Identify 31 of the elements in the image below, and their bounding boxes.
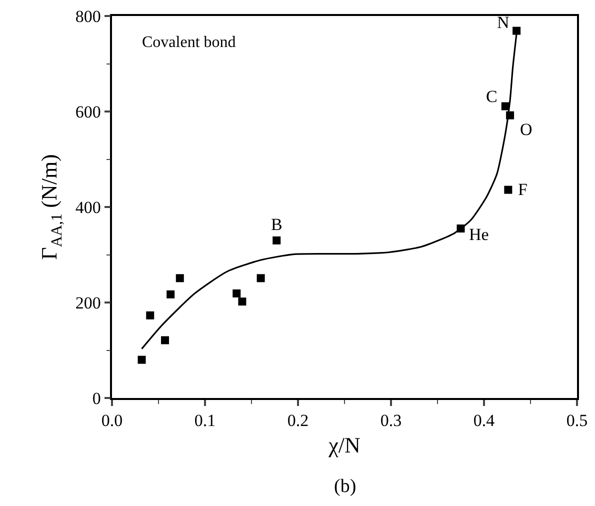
- point: [238, 298, 246, 306]
- y-tick-label: 600: [75, 102, 101, 122]
- annotation: N: [497, 13, 510, 32]
- annotation: F: [518, 180, 528, 199]
- annotation: O: [520, 120, 532, 139]
- x-tick-label: 0.4: [473, 411, 496, 430]
- x-tick-label: 0.1: [194, 411, 216, 430]
- point: [161, 336, 170, 344]
- y-tick-label: 400: [75, 198, 101, 217]
- point: [166, 290, 175, 298]
- point: [176, 274, 184, 282]
- x-tick-label: 0.2: [287, 411, 309, 430]
- x-tick-label: 0.5: [566, 411, 588, 430]
- y-tick-label: 800: [75, 6, 101, 26]
- x-axis-title: χ/N: [328, 432, 360, 458]
- point: [504, 186, 512, 194]
- y-tick-label: 200: [75, 293, 101, 312]
- point: [256, 274, 265, 282]
- annotation: He: [469, 225, 489, 244]
- annotation: C: [486, 87, 498, 106]
- x-tick-label: 0.3: [380, 411, 402, 430]
- annotation: Covalent bond: [142, 34, 236, 51]
- point: [232, 289, 241, 298]
- y-tick-label: 0: [92, 388, 101, 408]
- text: (b): [334, 476, 356, 497]
- annotation: B: [271, 215, 282, 234]
- point: [146, 311, 154, 320]
- point: [272, 236, 281, 244]
- point: [138, 356, 146, 364]
- point: [512, 26, 521, 35]
- x-tick-label: 0.0: [101, 411, 123, 430]
